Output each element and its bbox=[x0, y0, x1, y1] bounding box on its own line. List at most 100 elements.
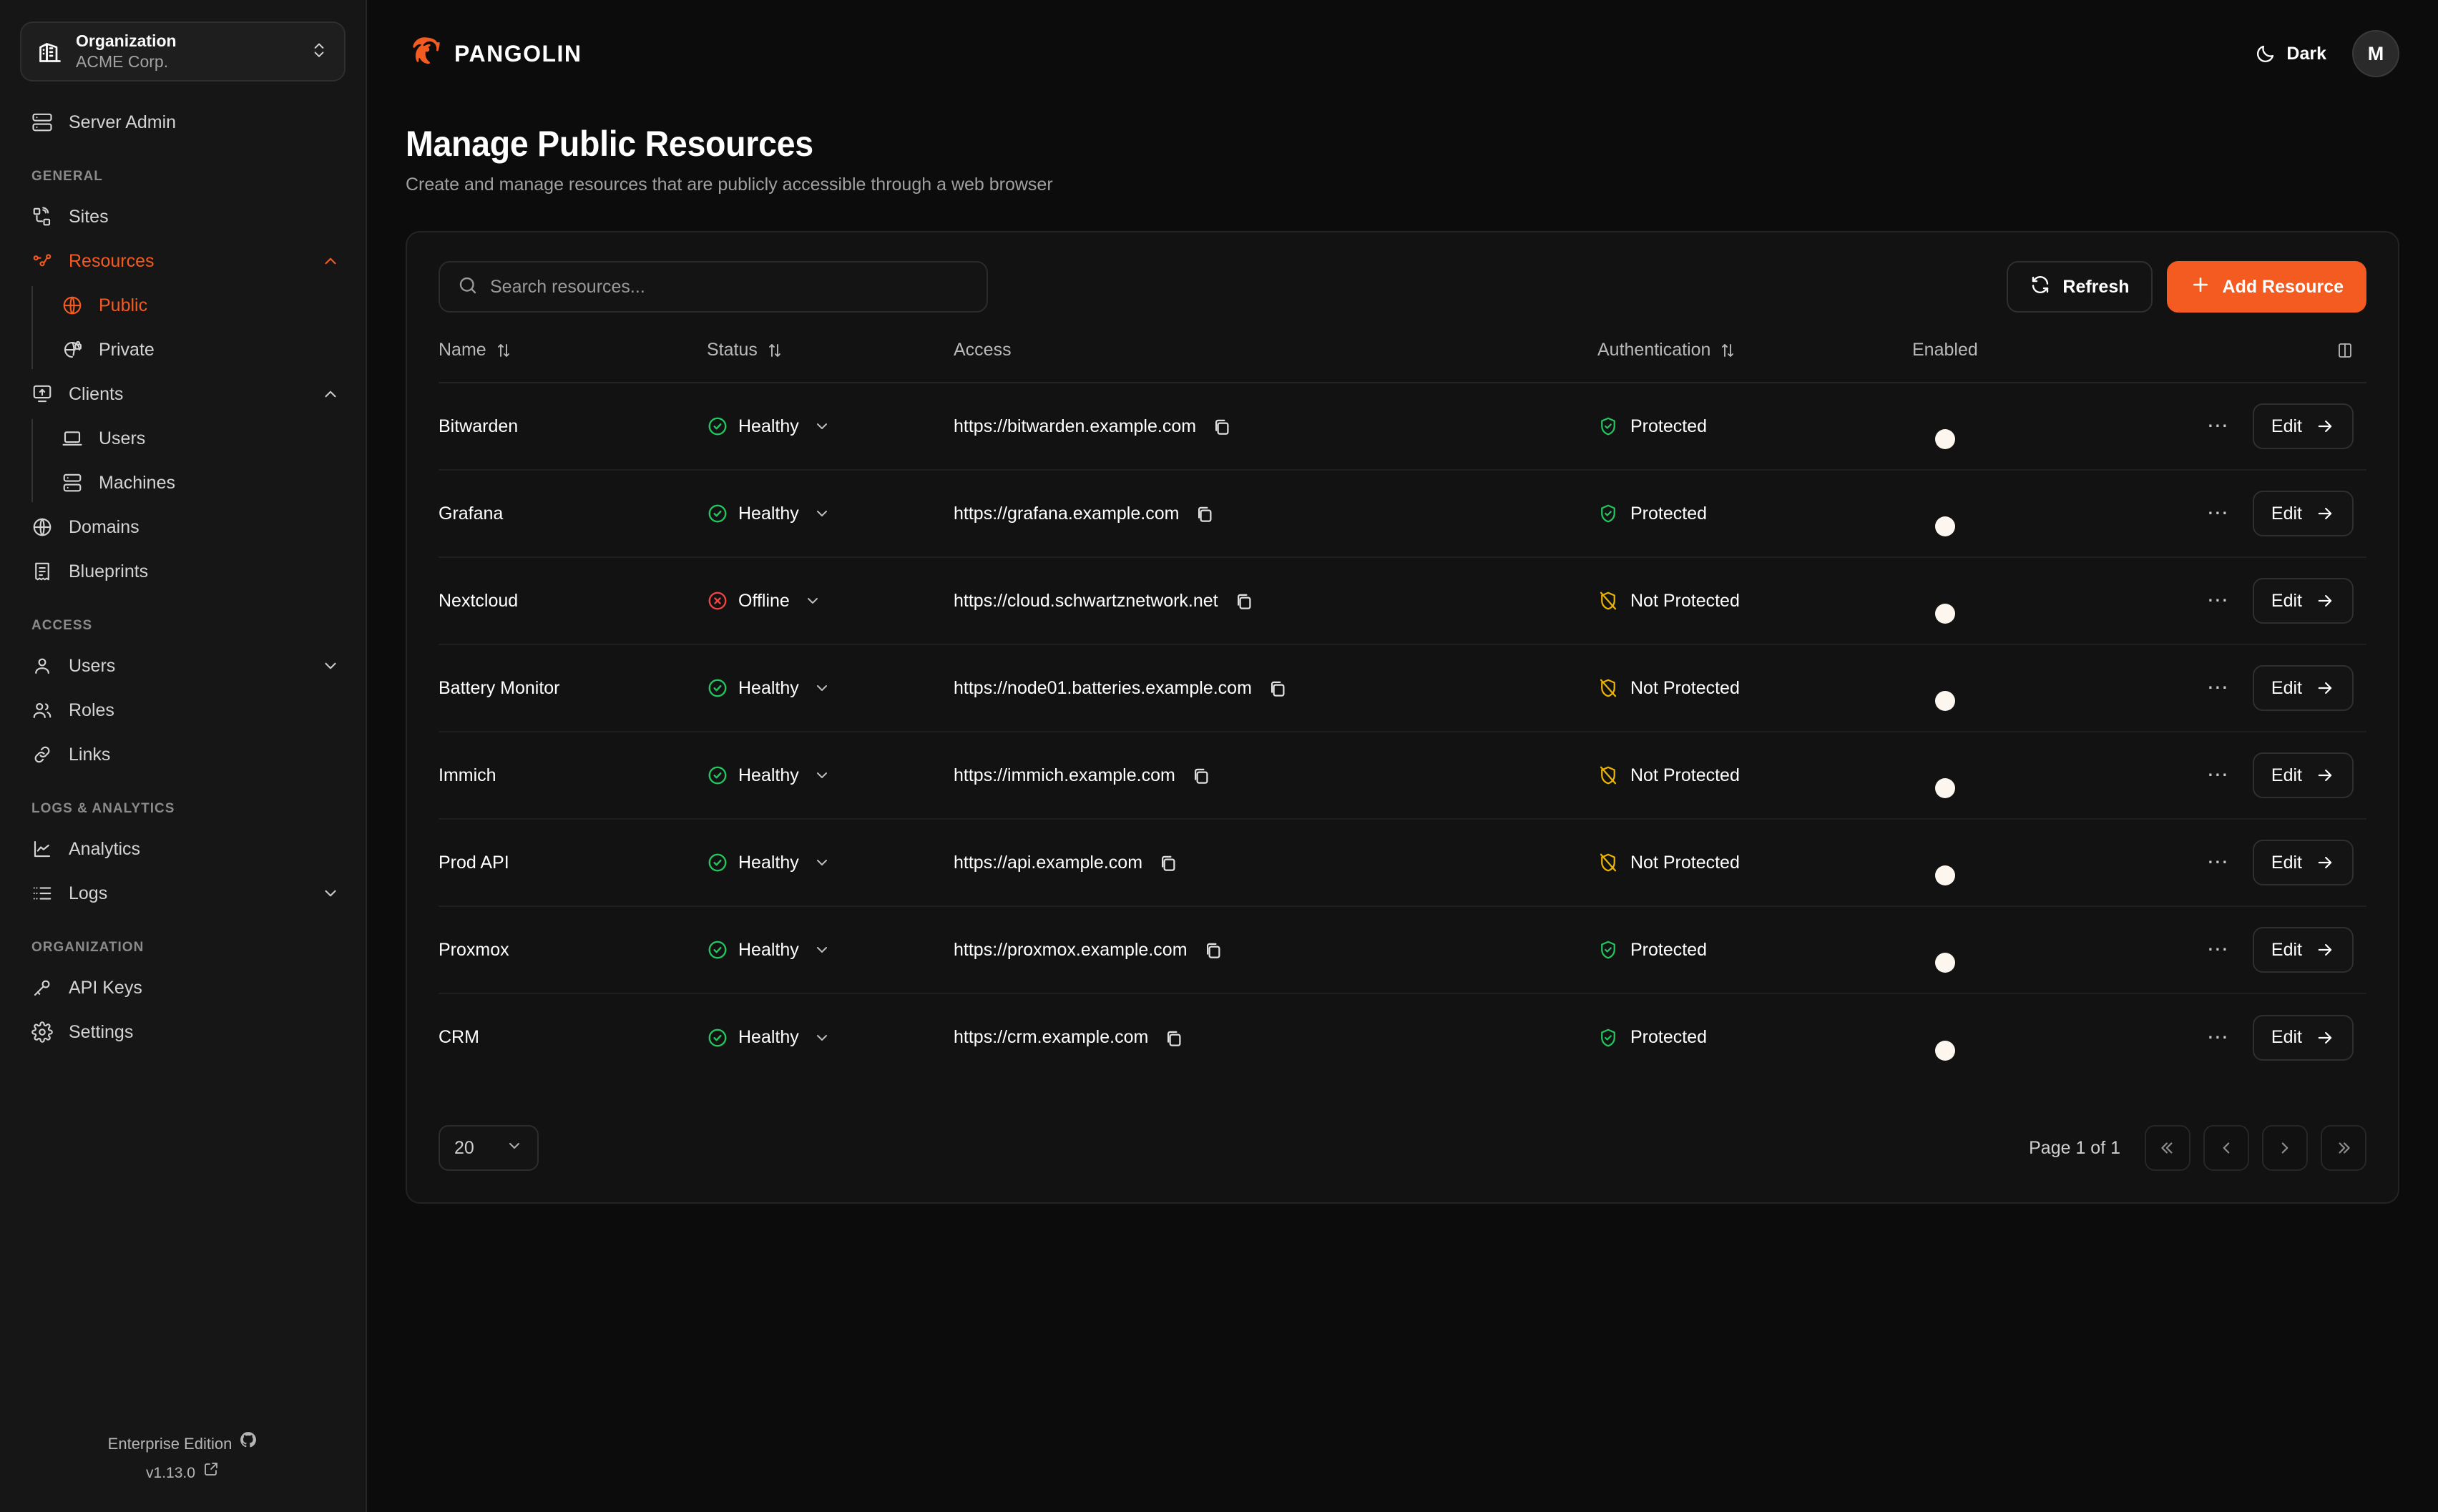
access-url[interactable]: https://node01.batteries.example.com bbox=[954, 677, 1252, 698]
sort-icon[interactable] bbox=[766, 342, 783, 359]
chevron-down-icon[interactable] bbox=[804, 592, 821, 609]
sidebar-item-private[interactable]: Private bbox=[31, 328, 366, 372]
edit-button[interactable]: Edit bbox=[2252, 752, 2354, 798]
organization-switcher[interactable]: Organization ACME Corp. bbox=[20, 21, 346, 82]
sort-icon[interactable] bbox=[495, 342, 512, 359]
chevron-down-icon[interactable] bbox=[813, 941, 831, 958]
chevron-down-icon[interactable] bbox=[813, 505, 831, 522]
ellipsis-icon[interactable]: ⋯ bbox=[2206, 1025, 2230, 1049]
access-url[interactable]: https://crm.example.com bbox=[954, 1027, 1149, 1047]
cell-status[interactable]: Healthy bbox=[707, 470, 954, 558]
chevron-up-icon[interactable] bbox=[321, 385, 340, 403]
chevron-down-icon[interactable] bbox=[813, 767, 831, 784]
column-header-name[interactable]: Name bbox=[439, 340, 707, 383]
copy-icon[interactable] bbox=[1190, 765, 1211, 786]
ellipsis-icon[interactable]: ⋯ bbox=[2206, 676, 2230, 699]
cell-status[interactable]: Offline bbox=[707, 557, 954, 645]
refresh-button[interactable]: Refresh bbox=[2007, 261, 2153, 313]
chevron-down-icon[interactable] bbox=[321, 884, 340, 903]
chevron-down-icon[interactable] bbox=[813, 679, 831, 697]
sidebar-item-machines[interactable]: Machines bbox=[31, 461, 366, 505]
column-header-access[interactable]: Access bbox=[954, 340, 1597, 383]
table-row[interactable]: Nextcloud Offline https://cloud.schwartzne… bbox=[439, 557, 2366, 645]
next-page-button[interactable] bbox=[2262, 1125, 2308, 1171]
sidebar-item-api-keys[interactable]: API Keys bbox=[0, 966, 366, 1010]
sidebar-item-public[interactable]: Public bbox=[31, 283, 366, 328]
chevron-down-icon[interactable] bbox=[813, 418, 831, 435]
avatar[interactable]: M bbox=[2352, 30, 2399, 77]
first-page-button[interactable] bbox=[2145, 1125, 2190, 1171]
copy-icon[interactable] bbox=[1157, 852, 1178, 873]
brand[interactable]: PANGOLIN bbox=[406, 35, 582, 72]
theme-toggle[interactable]: Dark bbox=[2255, 43, 2326, 64]
chevron-down-icon[interactable] bbox=[321, 657, 340, 675]
edition-line[interactable]: Enterprise Edition bbox=[0, 1429, 366, 1459]
copy-icon[interactable] bbox=[1202, 939, 1223, 961]
sidebar-item-resources[interactable]: Resources bbox=[0, 239, 366, 283]
edit-button[interactable]: Edit bbox=[2252, 927, 2354, 973]
chevron-down-icon[interactable] bbox=[813, 1029, 831, 1046]
sidebar-item-server-admin[interactable]: Server Admin bbox=[0, 100, 366, 144]
copy-icon[interactable] bbox=[1162, 1027, 1184, 1049]
last-page-button[interactable] bbox=[2321, 1125, 2366, 1171]
edit-button[interactable]: Edit bbox=[2252, 1014, 2354, 1061]
search-input[interactable] bbox=[490, 276, 969, 298]
column-header-status[interactable]: Status bbox=[707, 340, 954, 383]
ellipsis-icon[interactable]: ⋯ bbox=[2206, 850, 2230, 874]
sidebar-item-links[interactable]: Links bbox=[0, 732, 366, 777]
ellipsis-icon[interactable]: ⋯ bbox=[2206, 589, 2230, 612]
table-row[interactable]: Proxmox Healthy https://proxmox.example.co… bbox=[439, 906, 2366, 994]
ellipsis-icon[interactable]: ⋯ bbox=[2206, 938, 2230, 961]
sidebar-item-users-client[interactable]: Users bbox=[31, 416, 366, 461]
cell-status[interactable]: Healthy bbox=[707, 732, 954, 820]
search-box[interactable] bbox=[439, 261, 988, 313]
sidebar-item-roles[interactable]: Roles bbox=[0, 688, 366, 732]
table-row[interactable]: Immich Healthy https://immich.example.com N… bbox=[439, 732, 2366, 820]
copy-icon[interactable] bbox=[1233, 590, 1254, 612]
sidebar-item-clients[interactable]: Clients bbox=[0, 372, 366, 416]
sidebar-item-logs[interactable]: Logs bbox=[0, 871, 366, 915]
access-url[interactable]: https://proxmox.example.com bbox=[954, 939, 1188, 960]
access-url[interactable]: https://cloud.schwartznetwork.net bbox=[954, 590, 1218, 611]
chevron-down-icon[interactable] bbox=[813, 854, 831, 871]
sidebar-item-domains[interactable]: Domains bbox=[0, 505, 366, 549]
sort-icon[interactable] bbox=[1719, 342, 1736, 359]
page-size-select[interactable]: 20 bbox=[439, 1125, 539, 1171]
copy-icon[interactable] bbox=[1266, 677, 1288, 699]
sidebar-item-users[interactable]: Users bbox=[0, 644, 366, 688]
ellipsis-icon[interactable]: ⋯ bbox=[2206, 763, 2230, 787]
copy-icon[interactable] bbox=[1193, 503, 1215, 524]
cell-status[interactable]: Healthy bbox=[707, 819, 954, 907]
add-resource-button[interactable]: Add Resource bbox=[2166, 261, 2366, 313]
cell-status[interactable]: Healthy bbox=[707, 644, 954, 732]
sidebar-item-sites[interactable]: Sites bbox=[0, 195, 366, 239]
cell-status[interactable]: Healthy bbox=[707, 383, 954, 471]
sidebar-item-analytics[interactable]: Analytics bbox=[0, 827, 366, 871]
cell-status[interactable]: Healthy bbox=[707, 993, 954, 1081]
table-row[interactable]: CRM Healthy https://crm.example.com Protect… bbox=[439, 993, 2366, 1081]
sidebar-item-settings[interactable]: Settings bbox=[0, 1010, 366, 1054]
edit-button[interactable]: Edit bbox=[2252, 403, 2354, 449]
sidebar-item-blueprints[interactable]: Blueprints bbox=[0, 549, 366, 594]
table-row[interactable]: Grafana Healthy https://grafana.example.co… bbox=[439, 470, 2366, 558]
edit-button[interactable]: Edit bbox=[2252, 578, 2354, 624]
edit-button[interactable]: Edit bbox=[2252, 491, 2354, 536]
access-url[interactable]: https://api.example.com bbox=[954, 852, 1143, 873]
table-row[interactable]: Prod API Healthy https://api.example.com No… bbox=[439, 819, 2366, 907]
columns-toggle-icon[interactable] bbox=[2336, 342, 2354, 359]
copy-icon[interactable] bbox=[1210, 416, 1232, 437]
version-line[interactable]: v1.13.0 bbox=[0, 1459, 366, 1488]
access-url[interactable]: https://immich.example.com bbox=[954, 765, 1175, 785]
access-url[interactable]: https://bitwarden.example.com bbox=[954, 416, 1197, 436]
ellipsis-icon[interactable]: ⋯ bbox=[2206, 414, 2230, 438]
edit-button[interactable]: Edit bbox=[2252, 665, 2354, 711]
chevron-up-icon[interactable] bbox=[321, 252, 340, 270]
previous-page-button[interactable] bbox=[2203, 1125, 2249, 1171]
access-url[interactable]: https://grafana.example.com bbox=[954, 503, 1180, 524]
column-header-authentication[interactable]: Authentication bbox=[1597, 340, 1912, 383]
table-row[interactable]: Battery Monitor Healthy https://node01.bat… bbox=[439, 644, 2366, 732]
cell-status[interactable]: Healthy bbox=[707, 906, 954, 994]
ellipsis-icon[interactable]: ⋯ bbox=[2206, 501, 2230, 525]
table-row[interactable]: Bitwarden Healthy https://bitwarden.exampl… bbox=[439, 383, 2366, 471]
edit-button[interactable]: Edit bbox=[2252, 840, 2354, 885]
